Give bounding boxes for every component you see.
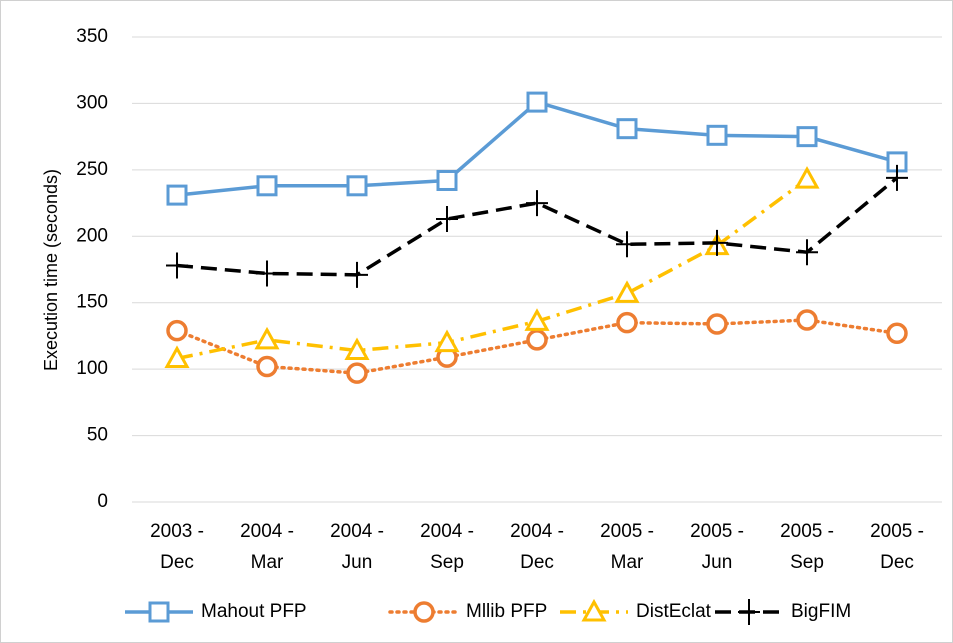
x-tick-label: 2004 - (510, 521, 564, 542)
y-tick-label: 0 (97, 491, 108, 512)
y-tick-label: 100 (76, 358, 108, 379)
x-tick-label: 2004 - (330, 521, 384, 542)
marker (886, 164, 908, 191)
x-tick-label: 2004 - (420, 521, 474, 542)
marker (346, 261, 368, 288)
marker (254, 326, 280, 350)
y-tick-label: 200 (76, 225, 108, 246)
x-tick-label: Dec (520, 552, 554, 573)
x-tick-label: Jun (342, 552, 373, 573)
x-tick-label: Dec (880, 552, 914, 573)
marker (524, 308, 550, 331)
x-tick-label: Sep (430, 552, 464, 573)
marker (436, 169, 458, 191)
marker (706, 313, 728, 335)
legend-marker (581, 598, 607, 622)
marker (344, 337, 370, 361)
x-tick-label: Jun (702, 552, 733, 573)
marker (256, 355, 278, 378)
marker (166, 319, 188, 342)
marker (616, 231, 638, 258)
x-tick-label: 2005 - (870, 521, 924, 542)
series (164, 166, 820, 369)
marker (616, 311, 638, 334)
marker (706, 229, 728, 256)
marker (434, 329, 460, 353)
marker (796, 239, 818, 266)
marker (794, 166, 820, 189)
marker (886, 322, 908, 345)
legend-marker (148, 601, 170, 623)
marker (346, 175, 368, 197)
marker (616, 118, 638, 140)
marker (256, 260, 278, 287)
series-line (176, 176, 899, 277)
x-tick-label: 2005 - (780, 521, 834, 542)
series (166, 164, 908, 288)
y-tick-label: 350 (76, 26, 108, 47)
marker (526, 190, 548, 217)
series (166, 309, 908, 384)
x-tick-label: 2003 - (150, 521, 204, 542)
series-line (176, 177, 809, 361)
y-tick-label: 50 (87, 425, 108, 446)
marker (166, 252, 188, 279)
x-tick-label: 2005 - (690, 521, 744, 542)
marker (526, 91, 548, 113)
y-tick-label: 150 (76, 292, 108, 313)
marker (526, 329, 548, 351)
marker (166, 184, 188, 206)
marker (256, 175, 278, 197)
x-tick-label: 2005 - (600, 521, 654, 542)
marker (706, 124, 728, 146)
marker (164, 345, 190, 369)
legend-marker (413, 601, 435, 623)
x-tick-label: Mar (611, 552, 644, 573)
y-tick-label: 300 (76, 92, 108, 113)
legend-label: BigFIM (791, 601, 851, 622)
marker (614, 280, 640, 303)
x-tick-label: Dec (160, 552, 194, 573)
legend-marker (738, 599, 760, 625)
y-axis-label: Execution time (seconds) (41, 169, 61, 371)
x-tick-label: 2004 - (240, 521, 294, 542)
legend-label: Mllib PFP (466, 601, 547, 622)
y-tick-label: 250 (76, 159, 108, 180)
series (166, 91, 908, 206)
marker (796, 309, 818, 331)
x-tick-label: Mar (251, 552, 284, 573)
marker (436, 206, 458, 233)
marker (796, 126, 818, 148)
x-tick-label: Sep (790, 552, 824, 573)
legend-label: Mahout PFP (201, 601, 307, 622)
marker (346, 362, 368, 384)
legend-label: DistEclat (636, 601, 712, 622)
